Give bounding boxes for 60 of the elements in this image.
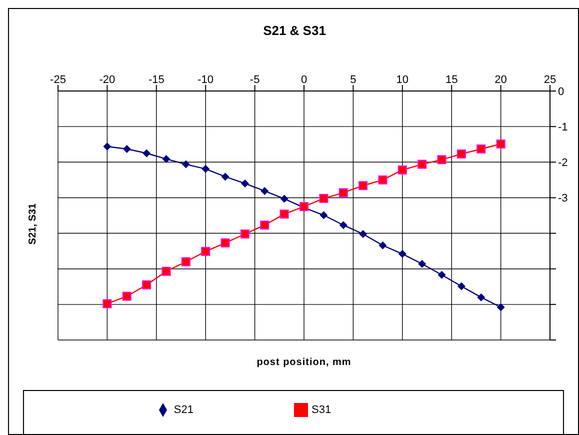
y-tick-label: -3 bbox=[558, 192, 568, 205]
point bbox=[477, 293, 486, 302]
legend-label: S21 bbox=[174, 404, 194, 416]
point bbox=[202, 164, 210, 173]
point bbox=[142, 280, 152, 290]
point bbox=[339, 221, 348, 230]
point bbox=[162, 154, 170, 163]
x-tick-label: -15 bbox=[148, 74, 164, 86]
point bbox=[240, 229, 250, 238]
y-tick-label: -2 bbox=[558, 157, 568, 170]
point bbox=[280, 210, 289, 219]
point bbox=[476, 144, 486, 154]
point bbox=[103, 142, 112, 150]
point bbox=[220, 238, 230, 248]
x-tick-label: -25 bbox=[50, 74, 66, 86]
point bbox=[456, 149, 466, 158]
x-tick-label: -5 bbox=[250, 74, 260, 86]
point bbox=[320, 211, 328, 220]
y-axis-title: S21, S31 bbox=[28, 203, 38, 245]
point bbox=[319, 194, 328, 203]
x-tick-label: 20 bbox=[494, 74, 507, 86]
point bbox=[142, 149, 151, 158]
point bbox=[418, 260, 426, 268]
point bbox=[201, 246, 210, 256]
point bbox=[496, 140, 506, 148]
point bbox=[182, 160, 190, 168]
legend-label: S31 bbox=[312, 404, 332, 416]
y-tick-label: -1 bbox=[558, 121, 568, 134]
x-tick-label: -10 bbox=[198, 74, 214, 86]
point bbox=[240, 179, 249, 188]
point bbox=[280, 194, 288, 203]
point bbox=[122, 144, 131, 153]
x-tick-label: 5 bbox=[350, 74, 356, 86]
x-tick-label: 10 bbox=[396, 74, 409, 86]
point bbox=[457, 282, 466, 290]
point bbox=[260, 186, 269, 195]
point bbox=[338, 188, 348, 198]
point bbox=[162, 266, 171, 276]
point bbox=[378, 241, 387, 250]
point bbox=[398, 250, 406, 258]
x-tick-label: 25 bbox=[544, 74, 556, 86]
point bbox=[496, 303, 505, 312]
point bbox=[359, 230, 368, 238]
point bbox=[398, 165, 407, 174]
point bbox=[418, 160, 427, 169]
x-tick-label: 15 bbox=[445, 74, 458, 86]
point bbox=[438, 270, 446, 279]
point bbox=[358, 181, 368, 190]
point bbox=[378, 175, 388, 184]
chart-title: S21 & S31 bbox=[262, 23, 327, 38]
x-axis-title: post position, mm bbox=[256, 357, 352, 368]
point bbox=[260, 220, 270, 230]
y-tick-label: 0 bbox=[558, 86, 564, 98]
x-tick-label: 0 bbox=[300, 74, 308, 86]
x-tick-label: -20 bbox=[99, 74, 116, 86]
point bbox=[102, 299, 112, 308]
point bbox=[181, 257, 190, 266]
point bbox=[122, 292, 132, 301]
point bbox=[437, 155, 446, 164]
point bbox=[221, 172, 230, 181]
